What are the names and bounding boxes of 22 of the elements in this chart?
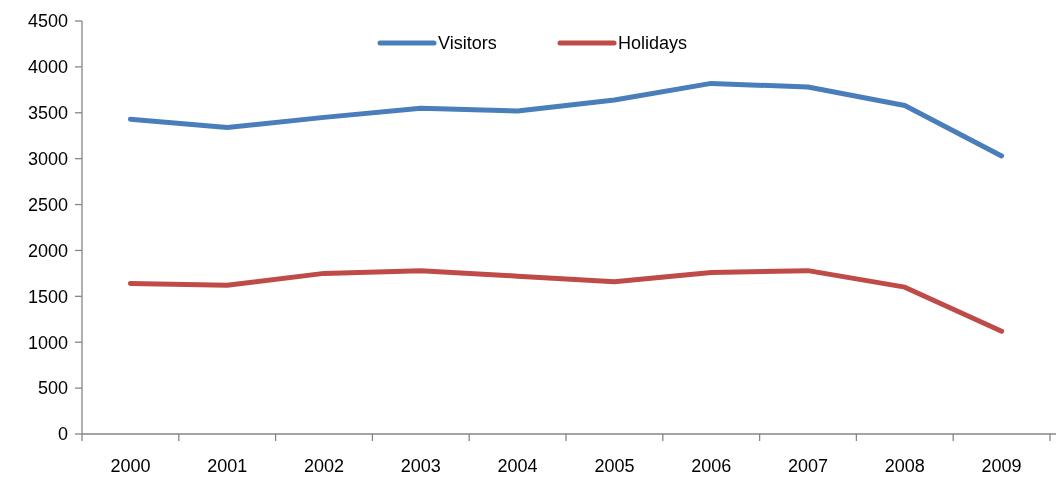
x-tick-label: 2002 xyxy=(303,456,345,476)
y-tick-label: 2500 xyxy=(27,194,68,215)
y-tick-label: 1500 xyxy=(27,286,68,307)
x-tick-label: 2000 xyxy=(110,456,151,476)
x-tick-label: 2004 xyxy=(497,456,538,476)
y-tick-label: 1000 xyxy=(27,332,68,353)
y-tick-label: 4500 xyxy=(27,11,68,32)
x-tick-label: 2009 xyxy=(981,456,1022,476)
y-tick-label: 500 xyxy=(37,378,68,399)
x-tick-label: 2007 xyxy=(787,456,829,476)
x-tick-label: 2001 xyxy=(207,456,248,476)
legend-label: Visitors xyxy=(438,33,497,54)
y-tick-label: 3000 xyxy=(27,148,68,169)
y-tick-label: 4000 xyxy=(27,57,68,78)
y-tick-label: 2000 xyxy=(27,240,68,261)
legend-label: Holidays xyxy=(618,33,688,54)
y-tick-label: 3500 xyxy=(27,103,68,124)
x-tick-label: 2003 xyxy=(400,456,441,476)
x-tick-label: 2005 xyxy=(594,456,635,476)
x-tick-label: 2008 xyxy=(884,456,925,476)
x-tick-label: 2006 xyxy=(691,456,732,476)
y-tick-label: 0 xyxy=(57,424,68,445)
